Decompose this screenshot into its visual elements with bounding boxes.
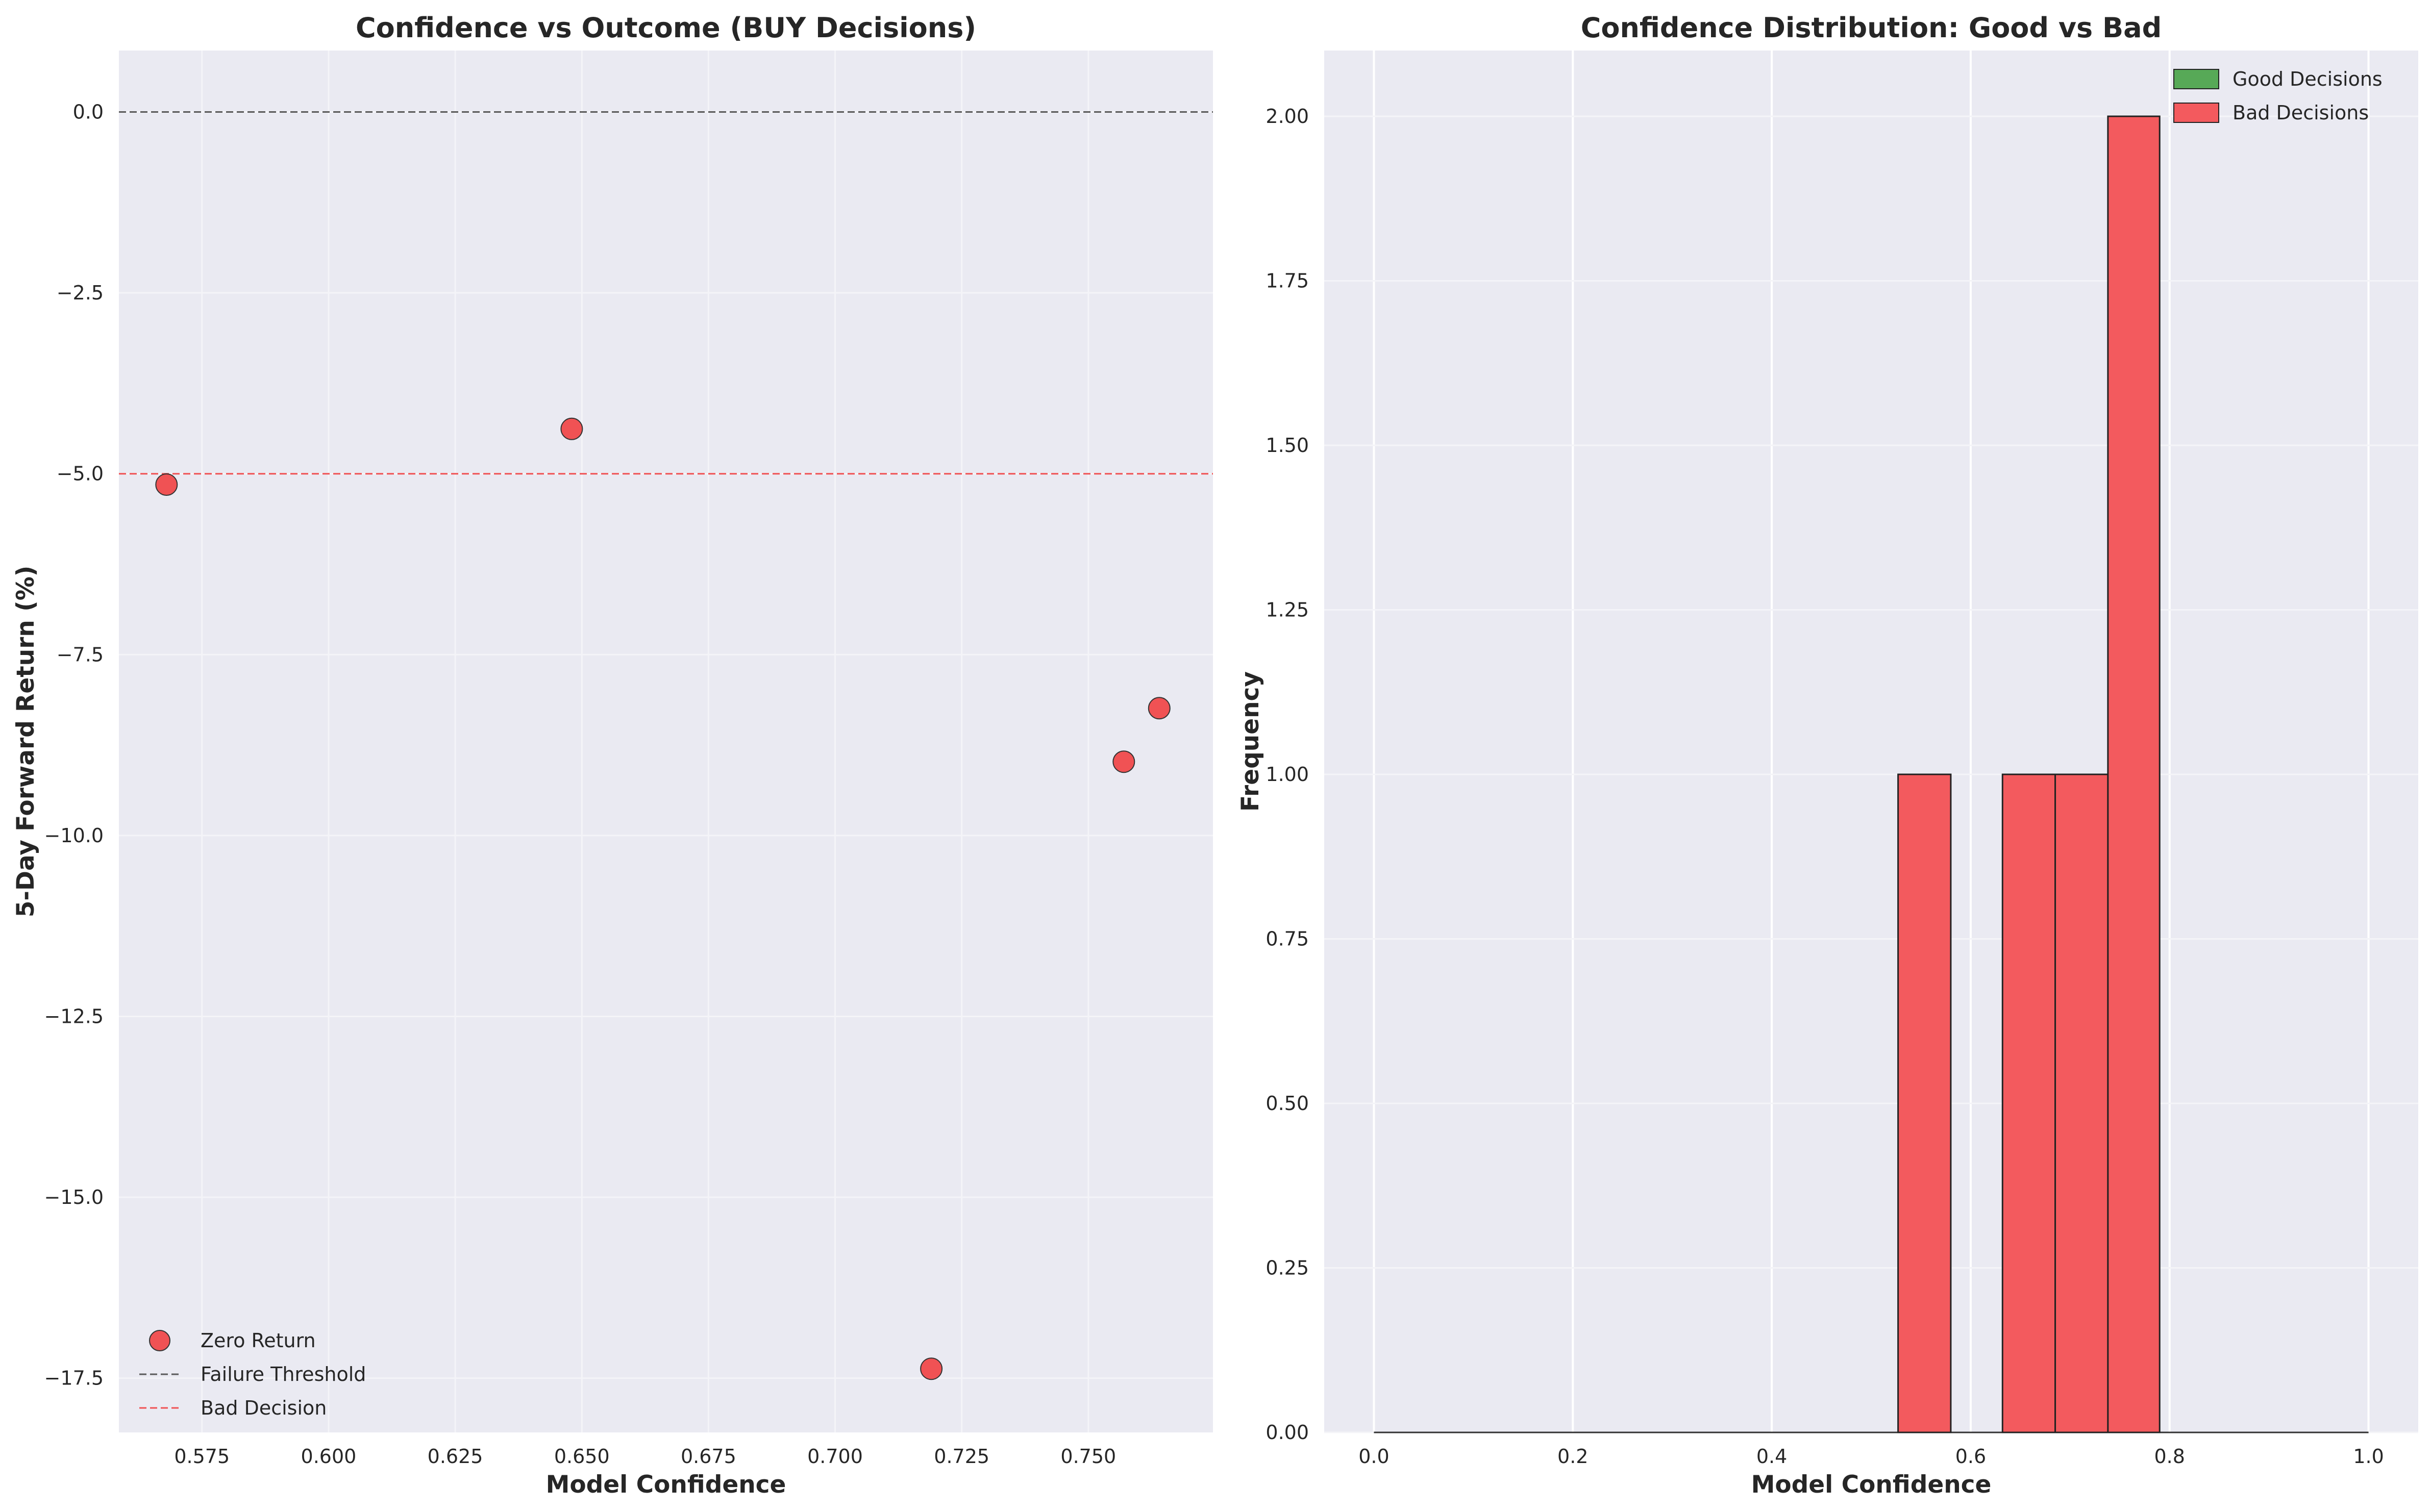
y-tick-label: −17.5 [44,1367,104,1390]
scatter-x-ticks: 0.575 0.600 0.625 0.650 0.675 0.700 0.725 0.750 [174,1445,1116,1468]
x-tick-label: 0.575 [174,1445,230,1468]
x-tick-label: 0.2 [1557,1445,1588,1468]
x-tick-label: 0.8 [2154,1445,2185,1468]
scatter-plot-area [119,51,1213,1432]
y-tick-label: −5.0 [57,463,104,485]
scatter-x-label: Model Confidence [546,1471,786,1499]
histogram-bars [1374,115,2369,1433]
scatter-points [155,417,1171,1380]
y-tick-label: −15.0 [44,1186,104,1208]
histogram-bar-bad-decisions [2107,115,2161,1433]
scatter-panel: 0.575 0.600 0.625 0.650 0.675 0.700 0.725 0.750… [12,12,1213,1499]
y-tick-label: 1.25 [1266,599,1309,621]
x-tick-label: 0.700 [807,1445,863,1468]
y-tick-label: −7.5 [57,643,104,666]
scatter-point [1112,750,1135,773]
x-tick-label: 0.750 [1060,1445,1116,1468]
y-tick-label: 1.50 [1266,434,1309,457]
scatter-y-label: 5-Day Forward Return (%) [12,566,40,918]
x-tick-label: 0.600 [301,1445,357,1468]
legend-patch-good-decisions [2173,69,2219,89]
x-tick-label: 0.725 [934,1445,989,1468]
histogram-title: Confidence Distribution: Good vs Bad [1581,12,2162,44]
x-tick-label: 0.4 [1756,1445,1787,1468]
histogram-gridlines [1324,51,2418,1433]
histogram-bar-bad-decisions [2054,773,2109,1433]
legend-label-zero-return: Zero Return [201,1329,316,1352]
scatter-point [920,1357,943,1380]
scatter-reference-lines [119,111,1213,475]
scatter-point [155,473,178,496]
y-tick-label: −2.5 [57,282,104,304]
y-tick-label: 0.25 [1266,1257,1309,1279]
y-tick-label: 2.00 [1266,105,1309,128]
y-tick-label: 0.0 [73,101,104,123]
legend-label-failure-threshold: Failure Threshold [201,1363,366,1385]
histogram-bar-bad-decisions [1897,773,1952,1433]
histogram-x-label: Model Confidence [1751,1471,1992,1499]
x-tick-label: 0.6 [1955,1445,1986,1468]
scatter-point [1148,697,1171,720]
scatter-title: Confidence vs Outcome (BUY Decisions) [356,12,976,44]
y-tick-label: −12.5 [44,1005,104,1027]
x-tick-label: 0.675 [681,1445,736,1468]
scatter-point [560,417,583,440]
histogram-legend: Good Decisions Bad Decisions [2173,68,2383,124]
legend-patch-bad-decisions [2173,103,2219,123]
legend-label-good-decisions: Good Decisions [2232,68,2383,90]
y-tick-label: 0.00 [1266,1421,1309,1444]
scatter-y-ticks: 0.0 −2.5 −5.0 −7.5 −10.0 −12.5 −15.0 −17.5 [44,101,104,1390]
y-tick-label: −10.0 [44,824,104,847]
y-tick-label: 1.00 [1266,763,1309,786]
legend-label-bad-decisions: Bad Decisions [2232,102,2369,124]
y-tick-label: 0.50 [1266,1092,1309,1115]
histogram-panel: 0.0 0.2 0.4 0.6 0.8 1.0 0.00 0.25 0.50 0.75 1.00 1… [1236,12,2418,1499]
y-tick-label: 1.75 [1266,270,1309,292]
x-tick-label: 0.0 [1358,1445,1389,1468]
legend-label-bad-decision: Bad Decision [201,1397,327,1419]
histogram-y-ticks: 0.00 0.25 0.50 0.75 1.00 1.25 1.50 1.75 2.00 [1266,105,1309,1444]
legend-marker-zero-return [149,1330,170,1351]
scatter-legend: Zero Return Failure Threshold Bad Decisi… [139,1329,366,1419]
histogram-x-ticks: 0.0 0.2 0.4 0.6 0.8 1.0 [1358,1445,2384,1468]
x-tick-label: 1.0 [2353,1445,2384,1468]
histogram-plot-area [1324,51,2418,1432]
y-tick-label: 0.75 [1266,928,1309,950]
x-tick-label: 0.650 [554,1445,610,1468]
x-tick-label: 0.625 [428,1445,483,1468]
histogram-y-label: Frequency [1236,671,1264,812]
histogram-bar-bad-decisions [2001,773,2056,1433]
